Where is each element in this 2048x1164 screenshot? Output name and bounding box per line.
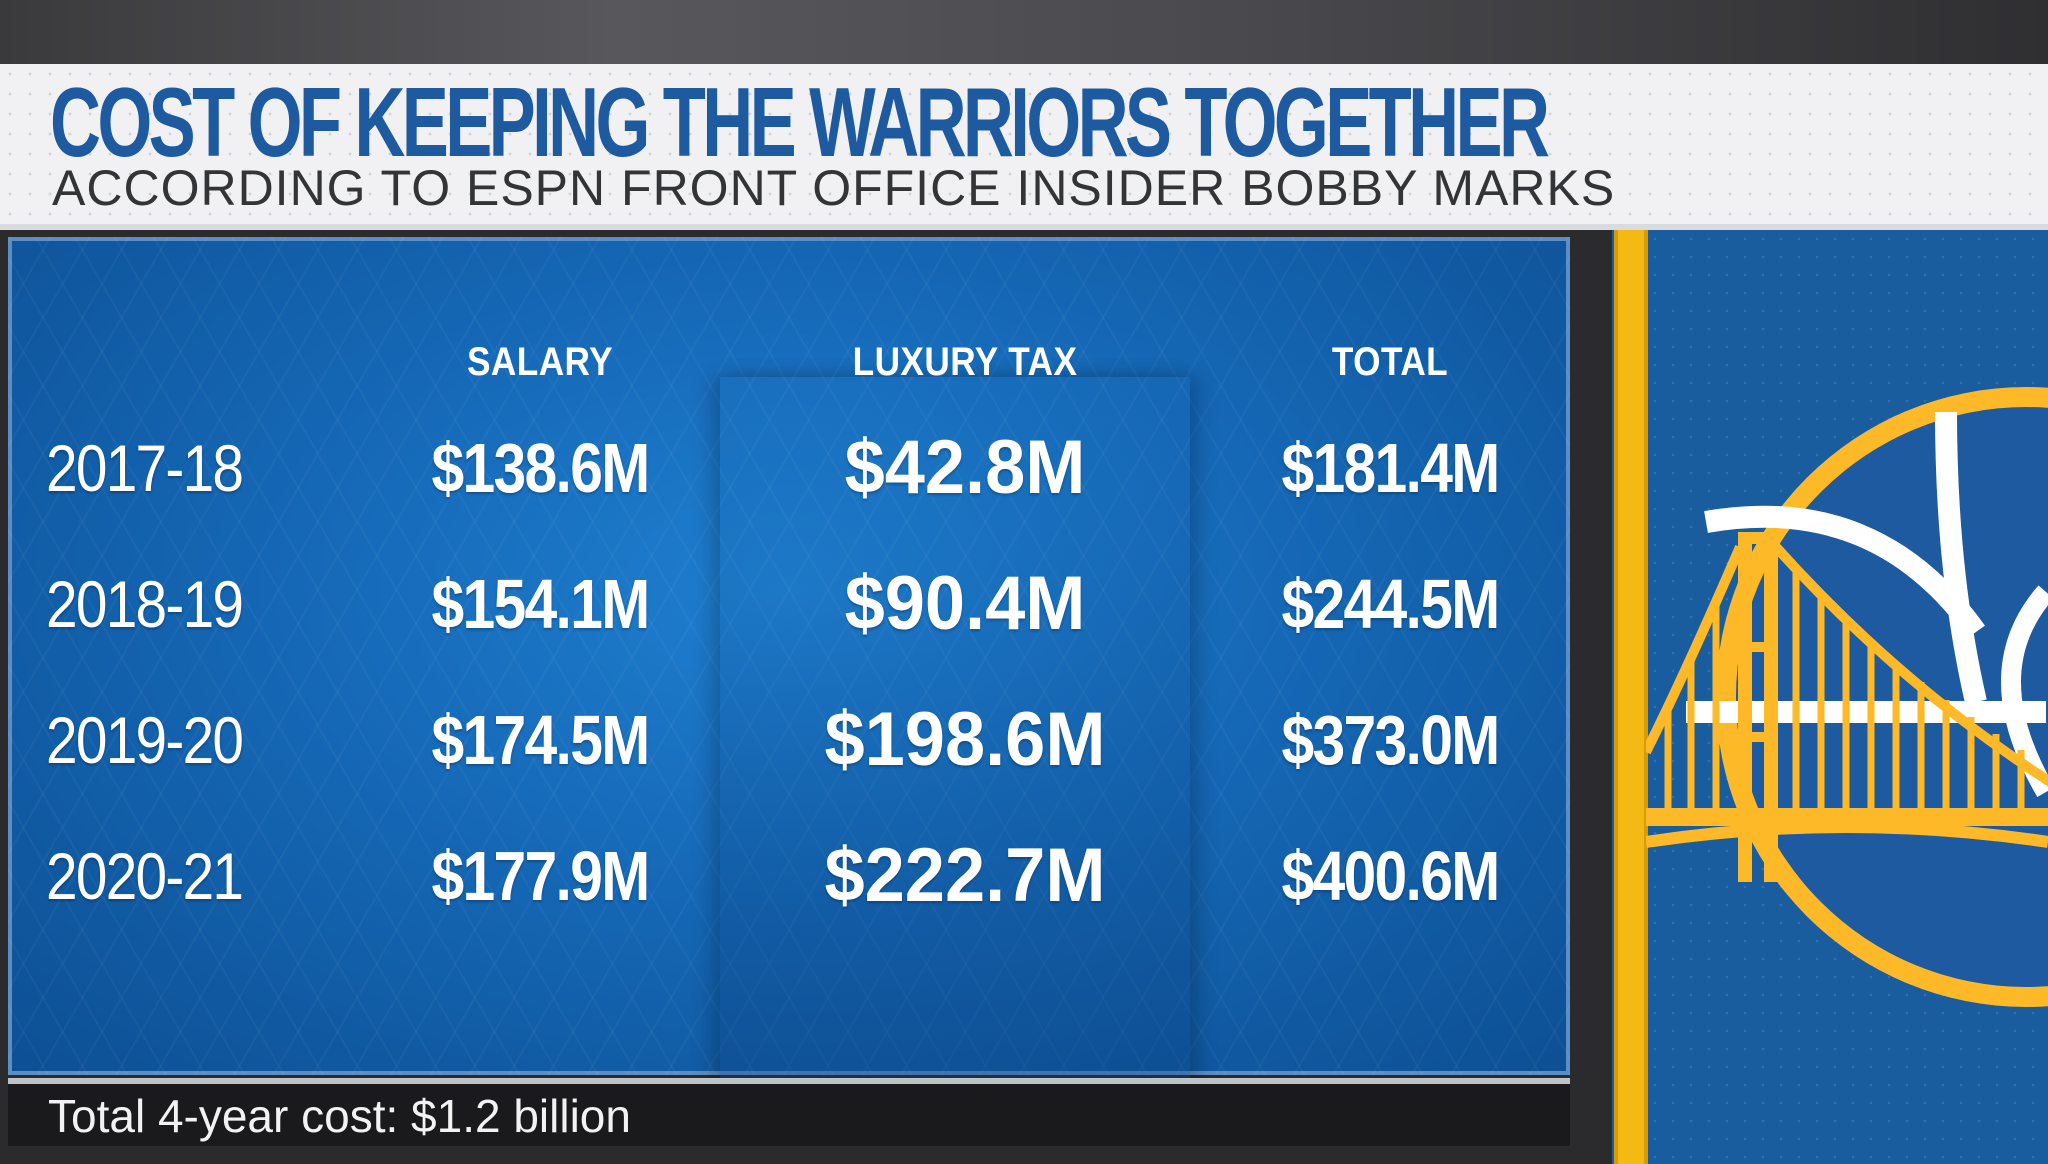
luxury-tax-value: $198.6M [824,697,1106,782]
season-label: 2019-20 [46,703,244,777]
page-subtitle: ACCORDING TO ESPN FRONT OFFICE INSIDER B… [52,160,1616,216]
season-label: 2020-21 [46,839,244,913]
column-header-salary: SALARY [466,340,614,384]
top-backdrop [0,0,2048,64]
luxury-tax-value: $222.7M [824,833,1106,918]
total-value: $181.4M [1281,429,1500,507]
salary-value: $154.1M [431,565,650,643]
column-header-luxury-tax: LUXURY TAX [852,340,1078,384]
salary-value: $174.5M [431,701,650,779]
season-label: 2017-18 [46,431,244,505]
salary-value: $177.9M [431,837,650,915]
luxury-tax-value: $90.4M [844,561,1086,646]
footer-total-text: Total 4-year cost: $1.2 billion [48,1090,631,1142]
luxury-tax-column-band [720,377,1190,1117]
salary-value: $138.6M [431,429,650,507]
total-value: $244.5M [1281,565,1500,643]
header-banner: COST OF KEEPING THE WARRIORS TOGETHER AC… [0,64,2048,230]
page-title: COST OF KEEPING THE WARRIORS TOGETHER [50,67,1550,177]
cost-table-board [8,237,1570,1117]
gold-rail [1614,230,1648,1164]
season-label: 2018-19 [46,567,244,641]
warriors-logo-icon [1646,387,2048,1007]
footer-bar: Total 4-year cost: $1.2 billion [8,1078,1570,1146]
column-header-total: TOTAL [1331,340,1449,384]
total-value: $400.6M [1281,837,1500,915]
total-value: $373.0M [1281,701,1500,779]
luxury-tax-value: $42.8M [844,425,1086,510]
